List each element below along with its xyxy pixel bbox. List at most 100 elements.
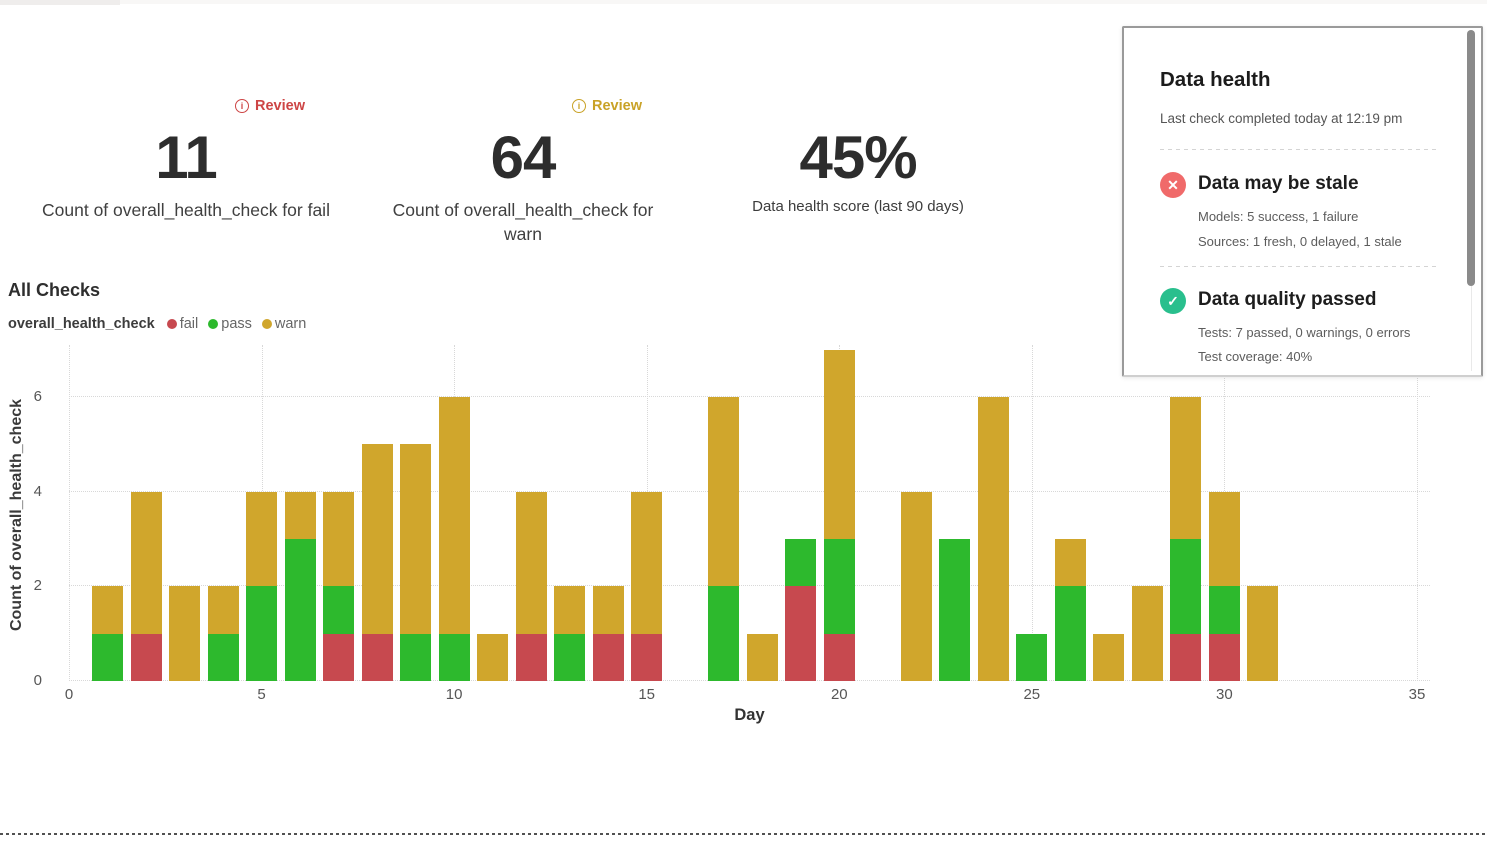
y-tick-label: 6	[33, 388, 42, 405]
bar-day-14-warn[interactable]	[592, 586, 624, 634]
gridline-vertical	[1031, 345, 1033, 681]
bar-day-5-pass[interactable]	[246, 586, 278, 681]
bar-day-7-warn[interactable]	[323, 491, 355, 587]
legend-item-warn[interactable]: warn	[261, 316, 307, 332]
gridline-vertical	[69, 345, 70, 681]
legend-series-name: overall_health_check	[8, 316, 155, 332]
x-tick-label: 10	[445, 686, 463, 703]
panel-scrollbar-thumb[interactable]	[1467, 30, 1475, 286]
kpi-label-fail: Count of overall_health_check for fail	[42, 200, 330, 220]
review-badge-label: Review	[592, 98, 642, 114]
bar-day-29-pass[interactable]	[1170, 539, 1202, 634]
bar-day-1-warn[interactable]	[92, 586, 123, 634]
bar-day-4-pass[interactable]	[207, 633, 239, 681]
kpi-tile-fail-count: i Review 11 Count of overall_health_chec…	[16, 96, 356, 222]
gridline-vertical	[1417, 345, 1418, 681]
x-tick-label: 25	[1023, 686, 1041, 703]
kpi-value-fail: 11	[155, 124, 217, 191]
bar-day-6-warn[interactable]	[284, 491, 316, 539]
bar-day-10-pass[interactable]	[438, 633, 470, 681]
legend-label-warn: warn	[274, 316, 307, 332]
bar-day-24-warn[interactable]	[977, 397, 1009, 681]
bar-day-10-warn[interactable]	[438, 397, 470, 634]
review-badge-fail[interactable]: i Review	[235, 96, 305, 116]
legend-dot-warn	[261, 319, 272, 329]
bar-day-30-warn[interactable]	[1208, 491, 1240, 587]
bar-day-29-warn[interactable]	[1170, 397, 1202, 539]
bar-day-30-fail[interactable]	[1208, 633, 1240, 681]
bar-day-5-warn[interactable]	[246, 491, 278, 587]
x-tick-label: 15	[638, 686, 656, 703]
kpi-value-warn: 64	[490, 124, 557, 191]
panel-subtitle: Last check completed today at 12:19 pm	[1160, 111, 1403, 126]
bar-day-22-warn[interactable]	[900, 491, 932, 681]
data-health-panel: Data health Last check completed today a…	[1122, 26, 1483, 377]
kpi-label-health-score: Data health score (last 90 days)	[752, 198, 964, 215]
x-tick-label: 20	[830, 686, 848, 703]
bar-day-26-pass[interactable]	[1054, 586, 1086, 681]
legend-item-fail[interactable]: fail	[166, 316, 198, 332]
bar-day-19-fail[interactable]	[785, 586, 817, 681]
gridline-horizontal	[69, 585, 1430, 587]
x-tick-label: 5	[257, 686, 266, 703]
bar-day-13-warn[interactable]	[554, 586, 586, 634]
status-detail-coverage: Test coverage: 40%	[1198, 349, 1313, 364]
bar-day-15-fail[interactable]	[631, 633, 663, 681]
bar-day-26-warn[interactable]	[1054, 539, 1086, 587]
status-detail-models: Models: 5 success, 1 failure	[1198, 209, 1359, 224]
legend-item-pass[interactable]: pass	[208, 316, 252, 332]
legend-dot-pass	[208, 319, 219, 329]
bar-day-30-pass[interactable]	[1208, 586, 1240, 634]
bar-day-18-warn[interactable]	[746, 633, 778, 681]
x-tick-label: 30	[1216, 686, 1233, 703]
bar-day-9-warn[interactable]	[400, 444, 432, 634]
bar-day-27-warn[interactable]	[1093, 633, 1125, 681]
panel-divider	[1160, 266, 1436, 267]
bar-day-14-fail[interactable]	[592, 633, 624, 681]
x-circle-icon: ✕	[1160, 172, 1186, 198]
bar-day-20-warn[interactable]	[823, 349, 855, 539]
bar-day-19-pass[interactable]	[785, 539, 817, 587]
bar-day-20-pass[interactable]	[823, 539, 855, 634]
bar-day-12-warn[interactable]	[515, 491, 547, 634]
review-badge-warn[interactable]: i Review	[572, 96, 642, 116]
y-axis-title: Count of overall_health_check	[8, 398, 25, 632]
bar-day-8-warn[interactable]	[361, 444, 393, 634]
bar-day-15-warn[interactable]	[631, 491, 663, 634]
bar-day-31-warn[interactable]	[1247, 586, 1279, 681]
bar-day-2-fail[interactable]	[130, 633, 162, 681]
stacked-bar-plot-area	[69, 345, 1430, 681]
page-dashed-divider	[0, 833, 1487, 835]
bar-day-7-fail[interactable]	[323, 633, 355, 681]
window-top-strip	[0, 0, 1487, 4]
kpi-label-warn: Count of overall_health_check for warn	[392, 200, 654, 244]
y-tick-label: 0	[33, 672, 42, 689]
bar-day-20-fail[interactable]	[823, 633, 855, 681]
bar-day-25-pass[interactable]	[1016, 633, 1048, 681]
legend-dot-fail	[166, 319, 177, 329]
bar-day-2-warn[interactable]	[130, 491, 162, 634]
bar-day-8-fail[interactable]	[361, 633, 393, 681]
bar-day-28-warn[interactable]	[1131, 586, 1163, 681]
chart-legend: overall_health_check fail pass warn	[8, 316, 306, 332]
status-detail-sources: Sources: 1 fresh, 0 delayed, 1 stale	[1198, 234, 1402, 249]
bar-day-1-pass[interactable]	[92, 633, 123, 681]
kpi-tile-warn-count: i Review 64 Count of overall_health_chec…	[353, 96, 693, 246]
bar-day-29-fail[interactable]	[1170, 633, 1202, 681]
bar-day-17-pass[interactable]	[708, 586, 740, 681]
bar-day-12-fail[interactable]	[515, 633, 547, 681]
bar-day-7-pass[interactable]	[323, 586, 355, 634]
bar-day-4-warn[interactable]	[207, 586, 239, 634]
info-icon: i	[235, 99, 249, 113]
bar-day-23-pass[interactable]	[939, 539, 971, 681]
kpi-value-health-score: 45%	[799, 124, 917, 191]
bar-day-13-pass[interactable]	[554, 633, 586, 681]
gridline-horizontal	[69, 396, 1430, 397]
bar-day-17-warn[interactable]	[708, 397, 740, 587]
bar-day-11-warn[interactable]	[477, 633, 509, 681]
bar-day-6-pass[interactable]	[284, 539, 316, 681]
review-badge-label: Review	[255, 98, 305, 114]
bar-day-9-pass[interactable]	[400, 633, 432, 681]
status-title-quality: Data quality passed	[1198, 289, 1377, 310]
bar-day-3-warn[interactable]	[169, 586, 200, 681]
